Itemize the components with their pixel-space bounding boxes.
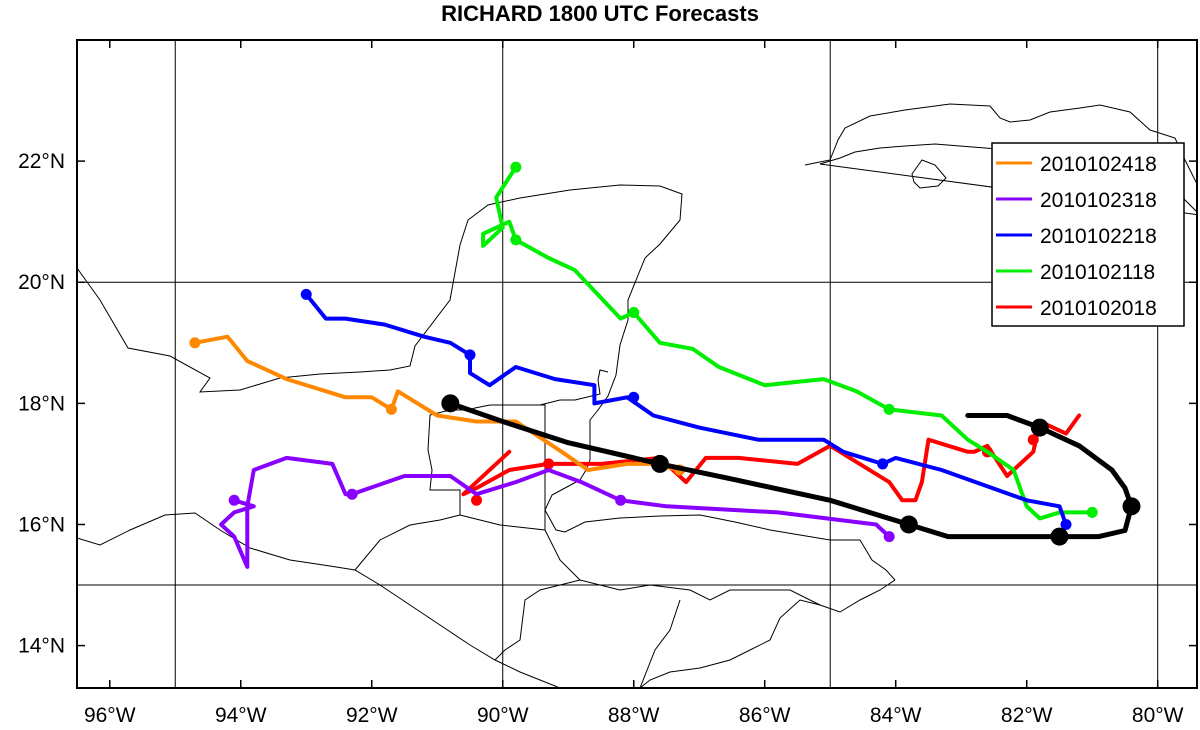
track-2010102118-marker (510, 161, 522, 173)
x-tick-label: 84°W (870, 704, 922, 727)
best-track-marker (441, 394, 460, 413)
legend: 2010102418 2010102318 2010102218 2010102118… (991, 142, 1185, 327)
track-2010102218-marker (300, 288, 312, 300)
coastline-isle-of-youth (911, 159, 947, 189)
coastline-honduras-south (639, 579, 896, 688)
longitude-tick-labels: 96°W 94°W 92°W 90°W 88°W 86°W 84°W 82°W 80°W (84, 40, 1184, 727)
border-belize (539, 369, 609, 406)
x-tick-label: 94°W (215, 704, 267, 727)
latitude-tick-labels: 14°N 16°N 18°N 20°N 22°N (18, 150, 1197, 658)
legend-label: 2010102218 (1040, 225, 1157, 248)
y-tick-label: 22°N (18, 150, 65, 173)
track-2010102218-line (304, 292, 1068, 527)
track-2010102018-marker (471, 494, 483, 506)
y-tick-label: 20°N (18, 271, 65, 294)
track-2010102118-marker (1086, 506, 1098, 518)
x-tick-label: 88°W (608, 704, 660, 727)
best-track-marker (1050, 527, 1069, 546)
coastline-central-america (77, 512, 561, 688)
best-track-marker (899, 515, 918, 534)
track-2010102118-marker (510, 234, 522, 246)
track-2010102418-marker (385, 403, 397, 415)
track-2010102318-marker (883, 531, 895, 543)
track-2010102218-marker (877, 458, 889, 470)
track-2010102318-marker (228, 494, 240, 506)
track-2010102318-marker (615, 494, 627, 506)
legend-label: 2010102118 (1040, 261, 1155, 284)
legend-label: 2010102018 (1040, 297, 1157, 320)
track-2010102018-marker (543, 458, 555, 470)
legend-box (991, 142, 1185, 327)
y-tick-label: 14°N (18, 635, 65, 658)
track-2010102118-marker (628, 307, 640, 319)
map-title: RICHARD 1800 UTC Forecasts (441, 1, 759, 26)
y-tick-label: 16°N (18, 513, 65, 536)
y-tick-label: 18°N (18, 392, 65, 415)
track-2010102418-line (192, 334, 682, 472)
map-frame (76, 39, 1198, 689)
track-2010102418-marker (189, 337, 201, 349)
x-tick-label: 90°W (477, 704, 529, 727)
track-2010102118-line (481, 165, 1095, 521)
x-tick-label: 92°W (346, 704, 398, 727)
forecast-tracks (189, 161, 1141, 569)
track-2010102218-marker (1060, 518, 1072, 530)
track-2010102218-marker (464, 349, 476, 361)
track-2010102118-marker (883, 403, 895, 415)
coastline-yucatan (77, 184, 683, 471)
best-track-marker (1122, 497, 1141, 516)
border-nicaragua (639, 599, 681, 688)
track-2010102218-marker (628, 391, 640, 403)
legend-label: 2010102418 (1040, 153, 1157, 176)
x-tick-label: 80°W (1132, 704, 1184, 727)
track-2010102318-marker (346, 488, 358, 500)
border-guatemala-west (354, 414, 461, 571)
legend-label: 2010102318 (1040, 189, 1157, 212)
coastline-belize (544, 469, 896, 581)
map-background (77, 40, 1197, 688)
x-tick-label: 86°W (739, 704, 791, 727)
track-2010102018-marker (1027, 434, 1039, 446)
border-honduras-nicaragua (579, 579, 821, 606)
border-honduras-salvador (459, 514, 581, 661)
x-tick-label: 82°W (1001, 704, 1053, 727)
x-tick-label: 96°W (84, 704, 136, 727)
best-track-marker (650, 454, 669, 473)
best-track-marker (1030, 418, 1049, 437)
